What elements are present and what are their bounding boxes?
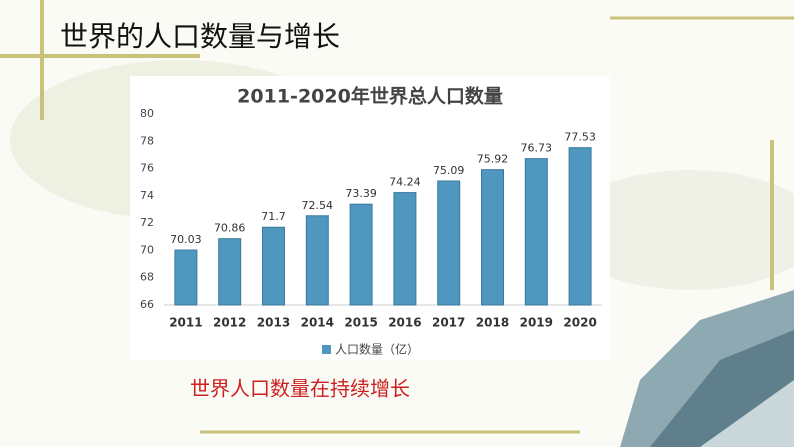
value-label: 73.39 (345, 187, 377, 200)
caption: 世界人口数量在持续增长 (190, 377, 410, 401)
bar (349, 203, 373, 306)
x-tick-label: 2016 (388, 316, 421, 330)
x-tick-label: 2018 (476, 316, 509, 330)
y-tick-label: 66 (140, 298, 154, 311)
x-tick-label: 2014 (301, 316, 334, 330)
bar (568, 147, 592, 306)
x-tick-label: 2019 (520, 316, 553, 330)
bar (305, 215, 329, 306)
bar (481, 169, 504, 306)
value-label: 77.53 (564, 131, 596, 144)
plot: 66 68 70 72 74 76 78 80 2011 2012 2013 2014 2015 2016… (140, 107, 602, 357)
bar (262, 226, 285, 306)
value-label: 75.92 (477, 153, 509, 166)
value-label: 75.09 (433, 164, 465, 177)
y-tick-label: 74 (140, 189, 154, 202)
y-tick-label: 70 (140, 243, 154, 256)
bar (524, 158, 548, 306)
value-label: 72.54 (302, 199, 334, 212)
chart-title: 2011-2020年世界总人口数量 (237, 85, 503, 108)
y-tick-label: 72 (140, 216, 154, 229)
books-decor (620, 290, 794, 447)
x-tick-label: 2020 (563, 316, 596, 330)
y-tick-label: 68 (140, 271, 154, 284)
x-tick-label: 2012 (213, 316, 246, 330)
y-tick-label: 76 (140, 162, 154, 175)
bar (218, 238, 242, 306)
y-tick-label: 78 (140, 134, 154, 147)
x-tick-label: 2011 (169, 316, 202, 330)
slide-title: 世界的人口数量与增长 (60, 20, 340, 53)
value-label: 71.7 (261, 210, 286, 223)
x-tick-label: 2013 (257, 316, 290, 330)
value-label: 70.86 (214, 222, 246, 235)
value-label: 74.24 (389, 176, 421, 189)
x-tick-label: 2015 (344, 316, 377, 330)
bar (393, 192, 417, 306)
decor (560, 170, 794, 290)
bar (437, 180, 461, 306)
bar (174, 249, 198, 306)
value-label: 70.03 (170, 233, 202, 246)
value-label: 76.73 (521, 142, 553, 155)
legend-swatch (322, 345, 331, 354)
x-tick-label: 2017 (432, 316, 465, 330)
legend-label: 人口数量（亿） (335, 342, 419, 357)
y-tick-label: 80 (140, 107, 154, 120)
